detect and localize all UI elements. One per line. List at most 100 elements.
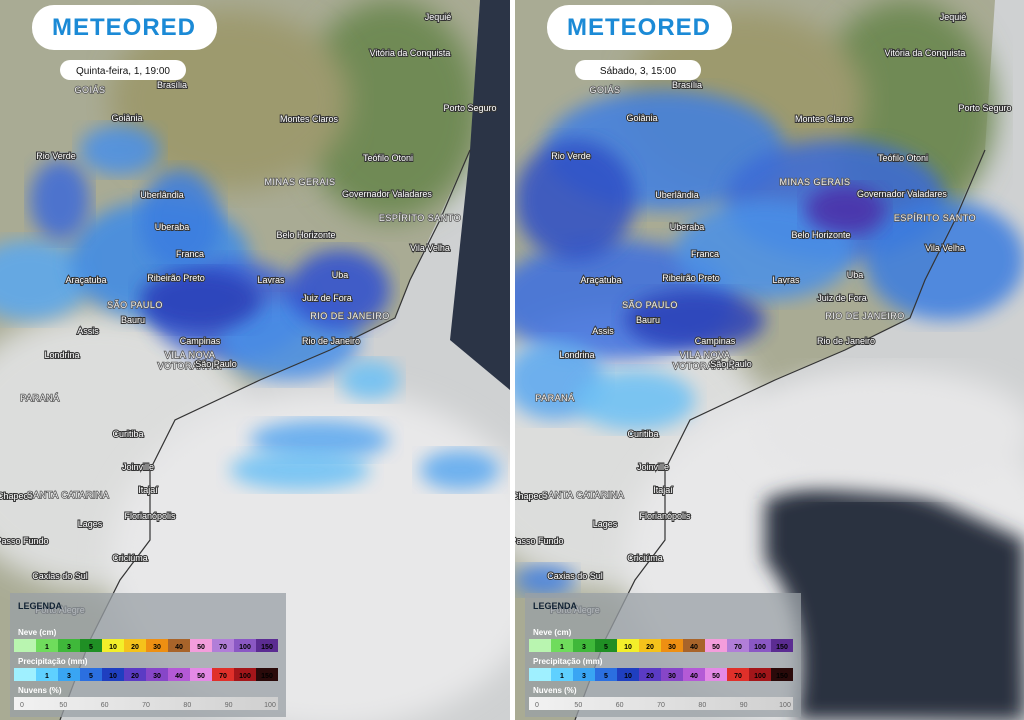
legend-tick: 3 [582, 644, 586, 651]
legend-swatch [639, 639, 661, 652]
state-label: SANTA CATARINA [542, 490, 625, 500]
state-label: PARANÁ [20, 393, 59, 403]
legend-tick: 70 [657, 702, 665, 709]
legend-swatch [190, 639, 212, 652]
city-label: Lavras [772, 275, 800, 285]
legend-tick: 70 [219, 673, 227, 680]
city-label: Ribeirão Preto [147, 273, 205, 283]
timestamp: Quinta-feira, 1, 19:00 [76, 66, 170, 77]
legend-tick: 50 [712, 673, 720, 680]
city-label: Criciúma [627, 553, 663, 563]
legend-swatch [771, 668, 793, 681]
legend-tick: 40 [175, 644, 183, 651]
legend-tick: 20 [131, 644, 139, 651]
rain-area [865, 200, 1024, 320]
legend-swatch [529, 639, 551, 652]
state-label: VILA NOVA [680, 350, 731, 360]
city-label: São Paulo [710, 359, 752, 369]
city-label: Bauru [636, 315, 660, 325]
legend-tick: 70 [219, 644, 227, 651]
legend-swatch [749, 668, 771, 681]
city-label: Vila Velha [410, 243, 450, 253]
state-label: ESPÍRITO SANTO [894, 213, 976, 223]
legend-swatch [595, 639, 617, 652]
city-label: Goiânia [111, 113, 142, 123]
legend-tick: 80 [183, 702, 191, 709]
legend-tick: 0 [535, 702, 539, 709]
legend-tick: 70 [734, 644, 742, 651]
legend-swatch [102, 668, 124, 681]
city-label: Chapecó [515, 491, 548, 501]
legend-swatch [58, 639, 80, 652]
city-label: Uberaba [670, 222, 705, 232]
state-label: RIO DE JANEIRO [310, 311, 390, 321]
city-label: Franca [176, 249, 204, 259]
city-label: Vila Velha [925, 243, 965, 253]
legend-swatch [683, 668, 705, 681]
legend-swatch [168, 639, 190, 652]
clouds [755, 370, 1024, 490]
legend-swatch [617, 668, 639, 681]
city-label: Lavras [257, 275, 285, 285]
city-label: Uberlândia [655, 190, 699, 200]
legend-label: Neve (cm) [18, 628, 57, 637]
city-label: Teófilo Otoni [363, 153, 413, 163]
legend-tick: 90 [740, 702, 748, 709]
city-label: Montes Claros [280, 114, 339, 124]
legend-label: Nuvens (%) [18, 686, 62, 695]
legend-swatch [771, 639, 793, 652]
city-label: Araçatuba [580, 275, 621, 285]
legend-swatch [102, 639, 124, 652]
city-label: Curitiba [112, 429, 143, 439]
legend-tick: 30 [668, 644, 676, 651]
city-label: Londrina [44, 350, 79, 360]
city-label: Lages [78, 519, 103, 529]
city-label: Assis [77, 326, 99, 336]
city-label: Londrina [559, 350, 594, 360]
state-label: MINAS GERAIS [779, 177, 850, 187]
city-label: Juiz de Fora [817, 293, 867, 303]
legend-tick: 20 [646, 673, 654, 680]
city-label: Bauru [121, 315, 145, 325]
state-label: MINAS GERAIS [264, 177, 335, 187]
legend-tick: 70 [142, 702, 150, 709]
legend-tick: 40 [175, 673, 183, 680]
legend-swatch [212, 639, 234, 652]
legend-tick: 50 [59, 702, 67, 709]
state-label: GOIÁS [589, 85, 620, 95]
legend-tick: 100 [754, 673, 766, 680]
city-label: Jequié [425, 12, 452, 22]
rain-area [805, 185, 885, 235]
city-label: Itajaí [653, 485, 673, 495]
legend-label: Precipitação (mm) [18, 657, 88, 666]
legend-tick: 5 [89, 644, 93, 651]
legend-swatch [190, 668, 212, 681]
legend-tick: 3 [582, 673, 586, 680]
city-label: Caxias do Sul [32, 571, 88, 581]
legend-swatch [573, 639, 595, 652]
legend-tick: 50 [712, 644, 720, 651]
legend-tick: 100 [754, 644, 766, 651]
rain-area [140, 170, 220, 270]
legend-swatch [58, 668, 80, 681]
legend-tick: 80 [698, 702, 706, 709]
legend-tick: 5 [604, 644, 608, 651]
timestamp-box [575, 60, 701, 80]
timestamp-box [60, 60, 186, 80]
legend-swatch [124, 668, 146, 681]
city-label: Montes Claros [795, 114, 854, 124]
legend-swatch [80, 668, 102, 681]
legend-swatch [595, 668, 617, 681]
state-label: PARANÁ [535, 393, 574, 403]
city-label: Florianópolis [124, 511, 176, 521]
legend-tick: 1 [45, 644, 49, 651]
legend-swatch [617, 639, 639, 652]
legend-tick: 1 [45, 673, 49, 680]
legend-tick: 0 [20, 702, 24, 709]
coastline [574, 149, 986, 720]
legend-swatch [80, 639, 102, 652]
legend-tick: 60 [101, 702, 109, 709]
legend-swatch [146, 668, 168, 681]
city-label: Campinas [695, 336, 736, 346]
